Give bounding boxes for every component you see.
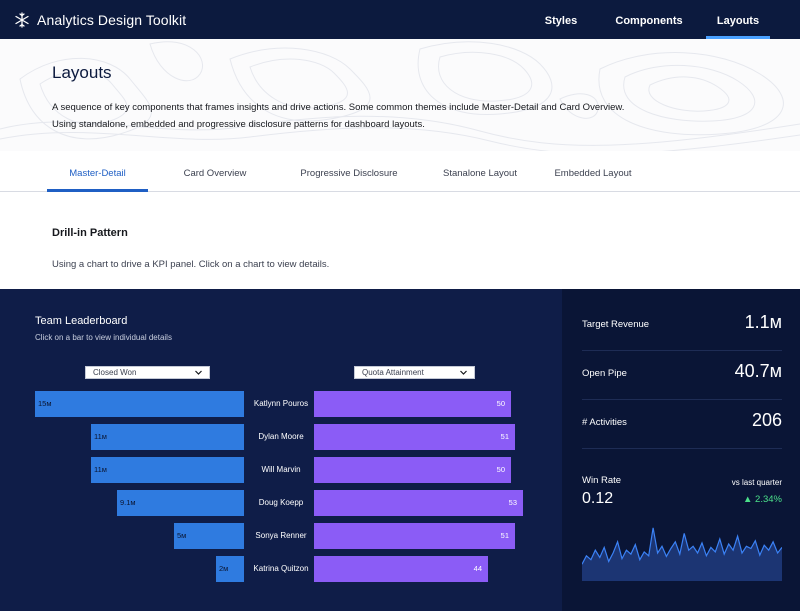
quota-attainment-value: 44 xyxy=(473,564,482,573)
closed-won-bar[interactable]: 15м xyxy=(35,391,244,417)
closed-won-value: 11м xyxy=(94,432,107,441)
page-header: Layouts A sequence of key components tha… xyxy=(0,39,800,151)
sparkline-area xyxy=(582,527,782,581)
closed-won-value: 11м xyxy=(94,465,107,474)
nav-item-layouts[interactable]: Layouts xyxy=(706,0,770,39)
quota-attainment-bar[interactable]: 50 xyxy=(314,391,511,417)
closed-won-bar[interactable]: 11м xyxy=(91,424,244,450)
brand[interactable]: Analytics Design Toolkit xyxy=(14,9,186,31)
rep-name: Doug Koepp xyxy=(258,498,304,507)
closed-won-bar[interactable]: 9.1м xyxy=(117,490,244,516)
win-rate-label: Win Rate xyxy=(582,475,622,486)
rep-name: Katrina Quitzon xyxy=(253,564,309,573)
quota-attainment-bar[interactable]: 50 xyxy=(314,457,511,483)
kpi-target-revenue: Target Revenue 1.1м xyxy=(582,303,782,351)
win-rate-sparkline xyxy=(582,527,782,581)
closed-won-bar[interactable]: 11м xyxy=(91,457,244,483)
closed-won-value: 15м xyxy=(38,399,52,408)
drill-in-section: Drill-in Pattern Using a chart to drive … xyxy=(0,192,800,289)
sparkline-line xyxy=(582,527,782,565)
topographic-background xyxy=(0,41,800,151)
closed-won-bar[interactable]: 2м xyxy=(216,556,244,582)
tab-master-detail[interactable]: Master-Detail xyxy=(47,151,148,192)
dashboard: Team Leaderboard Click on a bar to view … xyxy=(0,289,800,611)
quota-attainment-value: 51 xyxy=(500,432,509,441)
tab-progressive-disclosure[interactable]: Progressive Disclosure xyxy=(300,168,398,179)
kpi-label: Target Revenue xyxy=(582,319,650,330)
nav-item-styles[interactable]: Styles xyxy=(544,15,578,27)
page-title: Layouts xyxy=(52,63,112,82)
quota-attainment-bar[interactable]: 51 xyxy=(314,424,515,450)
section-description: Using a chart to drive a KPI panel. Clic… xyxy=(52,259,330,270)
nav-item-components[interactable]: Components xyxy=(615,15,683,27)
quota-attainment-bar[interactable]: 53 xyxy=(314,490,523,516)
kpi-panel: Target Revenue 1.1м Open Pipe 40.7м # Ac… xyxy=(562,289,800,611)
quota-attainment-value: 51 xyxy=(500,531,509,540)
rep-name: Dylan Moore xyxy=(258,432,304,441)
tab-embedded-layout[interactable]: Embedded Layout xyxy=(554,168,632,179)
closed-won-value: 9.1м xyxy=(120,498,136,507)
chevron-down-icon xyxy=(459,367,468,381)
quota-attainment-value: 53 xyxy=(508,498,517,507)
quota-attainment-value: 50 xyxy=(496,465,505,474)
page-description-line-2: Using standalone, embedded and progressi… xyxy=(52,119,425,130)
closed-won-bar[interactable]: 5м xyxy=(174,523,244,549)
rep-name: Katlynn Pouros xyxy=(253,399,309,408)
quota-attainment-bar[interactable]: 51 xyxy=(314,523,515,549)
chevron-down-icon xyxy=(194,367,203,381)
kpi-value: 40.7м xyxy=(734,361,782,381)
closed-won-value: 2м xyxy=(219,564,229,573)
closed-won-value: 5м xyxy=(177,531,187,540)
quota-attainment-value: 50 xyxy=(496,399,505,408)
win-rate-comparison-label: vs last quarter xyxy=(731,478,782,487)
tab-standalone-layout[interactable]: Stanalone Layout xyxy=(443,168,517,179)
brand-title: Analytics Design Toolkit xyxy=(37,12,187,28)
kpi-open-pipe: Open Pipe 40.7м xyxy=(582,352,782,400)
section-title: Drill-in Pattern xyxy=(52,227,128,239)
win-rate-delta: ▲ 2.34% xyxy=(743,494,782,505)
kpi-label: # Activities xyxy=(582,417,627,428)
kpi-activities: # Activities 206 xyxy=(582,401,782,449)
quota-attainment-dropdown-value: Quota Attainment xyxy=(362,368,424,377)
kpi-label: Open Pipe xyxy=(582,368,627,379)
kpi-value: 206 xyxy=(751,410,782,430)
win-rate-value: 0.12 xyxy=(582,490,614,507)
kpi-value: 1.1м xyxy=(744,312,782,332)
quota-attainment-bar[interactable]: 44 xyxy=(314,556,488,582)
page-description: A sequence of key components that frames… xyxy=(52,99,672,133)
rep-name: Sonya Renner xyxy=(255,531,307,540)
layout-tabs: Master-Detail Card Overview Progressive … xyxy=(0,151,800,192)
rep-name: Will Marvin xyxy=(261,465,301,474)
snowflake-icon xyxy=(14,12,30,28)
leaderboard-title: Team Leaderboard xyxy=(35,315,128,327)
quota-attainment-dropdown[interactable]: Quota Attainment xyxy=(354,366,475,379)
page-description-line-1: A sequence of key components that frames… xyxy=(52,102,625,113)
top-nav: Analytics Design Toolkit Styles Componen… xyxy=(0,0,800,39)
closed-won-dropdown[interactable]: Closed Won xyxy=(85,366,210,379)
leaderboard-subtitle: Click on a bar to view individual detail… xyxy=(35,333,172,342)
tab-card-overview[interactable]: Card Overview xyxy=(183,168,247,179)
closed-won-dropdown-value: Closed Won xyxy=(93,368,137,377)
